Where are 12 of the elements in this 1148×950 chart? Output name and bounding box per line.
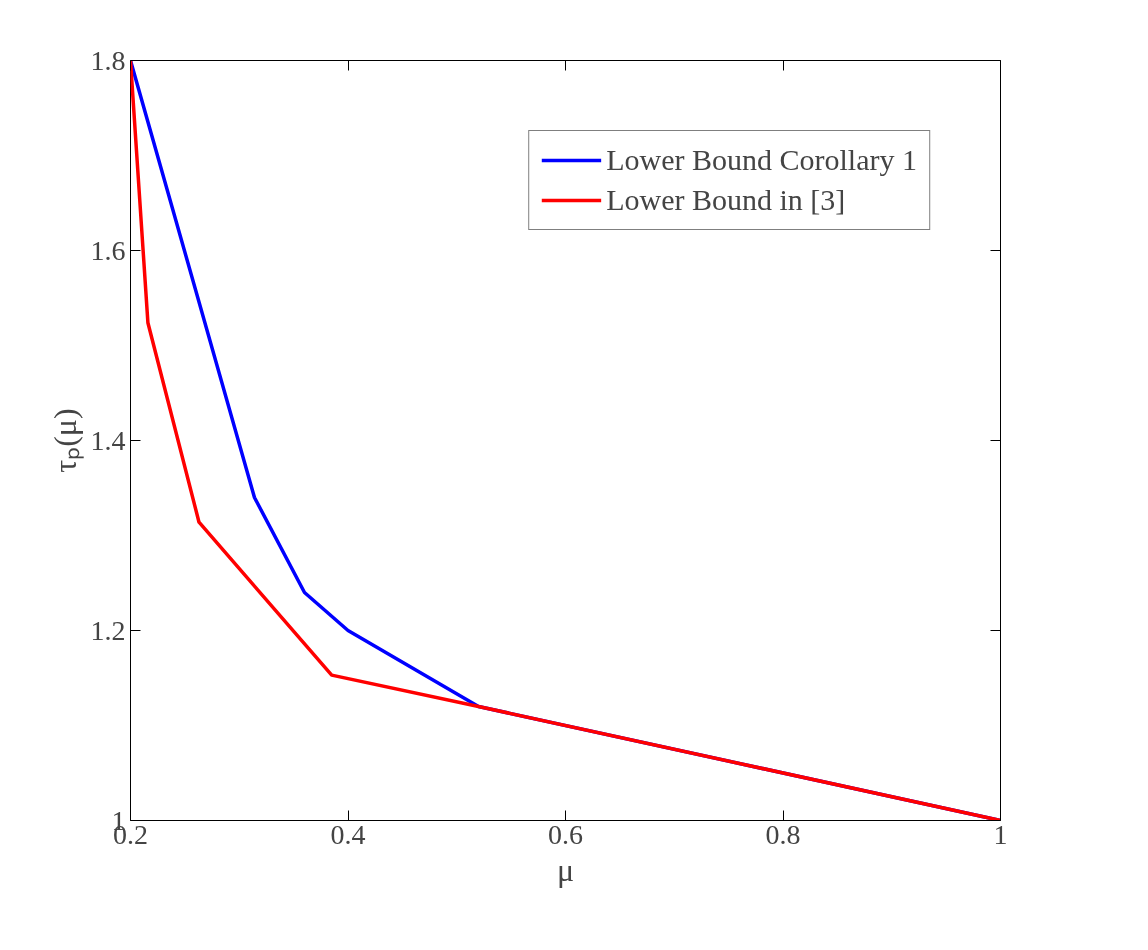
x-axis-title: μ [556, 851, 575, 888]
x-tick-label: 0.4 [330, 818, 366, 850]
y-axis-title: τₚ(μ) [46, 408, 84, 473]
x-tick-label: 0.6 [548, 818, 583, 850]
y-tick-label: 1.8 [90, 44, 126, 76]
x-tick-label: 0.8 [765, 818, 801, 850]
y-tick-label: 1.2 [90, 614, 126, 646]
y-tick-label: 1.4 [90, 424, 126, 456]
x-tick-label: 1 [993, 818, 1008, 850]
y-tick-label: 1.6 [90, 234, 126, 266]
legend-label: Lower Bound Corollary 1 [606, 143, 917, 177]
legend-label: Lower Bound in [3] [606, 183, 846, 217]
